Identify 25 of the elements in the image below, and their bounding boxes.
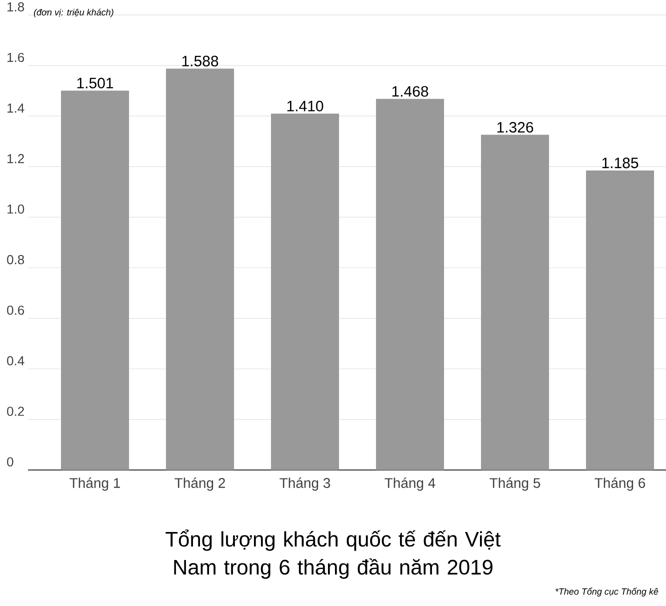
y-tick-label: 0.8 [7, 255, 24, 264]
annotation: (đơn vị: triệu khách) [34, 8, 114, 18]
y-tick-label: 1.6 [8, 52, 24, 62]
y-tick-label: 0.6 [7, 306, 24, 315]
y-tick-label: 0.4 [7, 356, 24, 366]
text: Tổng lượng khách quốc tế đến Việt Nam trong 6 tháng đầu năm 2019 [166, 530, 501, 579]
x-tick-label: Tháng 2 [174, 478, 225, 491]
data-label: 1.185 [602, 158, 638, 168]
data-label: 1.326 [497, 122, 534, 133]
x-tick-label: Tháng 6 [594, 478, 646, 491]
y-tick-label: 0 [7, 457, 14, 466]
text: *Theo Tổng cục Thống kê [555, 587, 658, 596]
y-tick-label: 1.4 [8, 104, 24, 113]
x-tick-label: Tháng 5 [490, 478, 540, 491]
x-tick-label: Tháng 1 [70, 478, 120, 491]
data-label: 1.410 [287, 100, 324, 112]
data-label: 1.501 [77, 78, 114, 88]
y-tick-label: 1.8 [8, 2, 24, 12]
data-label: 1.468 [392, 86, 428, 97]
y-tick-label: 0.2 [7, 406, 24, 416]
data-label: 1.588 [182, 56, 218, 66]
x-tick-label: Tháng 4 [384, 478, 436, 491]
y-tick-label: 1.2 [8, 154, 24, 164]
y-tick-label: 1.0 [8, 204, 24, 214]
x-tick-label: Tháng 3 [280, 478, 330, 491]
